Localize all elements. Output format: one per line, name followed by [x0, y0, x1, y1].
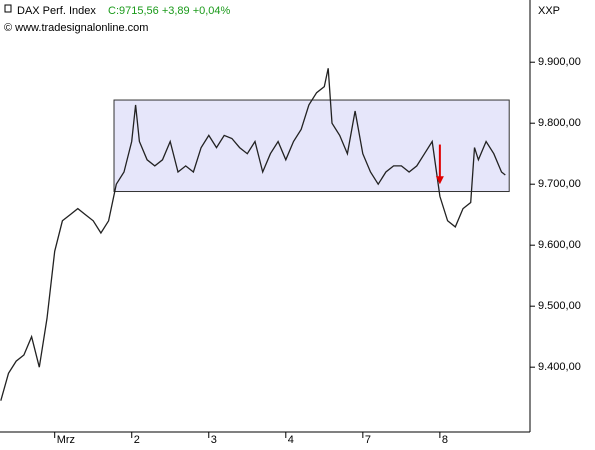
- arrow-head: [435, 176, 444, 185]
- chart-subtitle: C:9715,56 +3,89 +0,04%: [108, 5, 231, 17]
- y-tick-label: 9.800,00: [538, 117, 581, 129]
- chart-title: DAX Perf. Index: [17, 5, 96, 17]
- icon: [4, 4, 12, 13]
- x-tick-label: 7: [365, 434, 371, 446]
- x-tick-label: 3: [211, 434, 217, 446]
- source: © www.tradesignalonline.com: [4, 22, 148, 34]
- y-tick-label: 9.900,00: [538, 56, 581, 68]
- range-box: [113, 99, 510, 193]
- y-tick-label: 9.700,00: [538, 178, 581, 190]
- y-tick-label: 9.400,00: [538, 361, 581, 373]
- x-tick-label: 4: [288, 434, 294, 446]
- y-tick-label: 9.600,00: [538, 239, 581, 251]
- price-line: [0, 68, 506, 401]
- x-tick-label: 8: [442, 434, 448, 446]
- axis-label: XXP: [538, 5, 560, 17]
- x-tick-label: Mrz: [57, 434, 75, 446]
- y-tick-label: 9.500,00: [538, 300, 581, 312]
- x-tick-label: 2: [134, 434, 140, 446]
